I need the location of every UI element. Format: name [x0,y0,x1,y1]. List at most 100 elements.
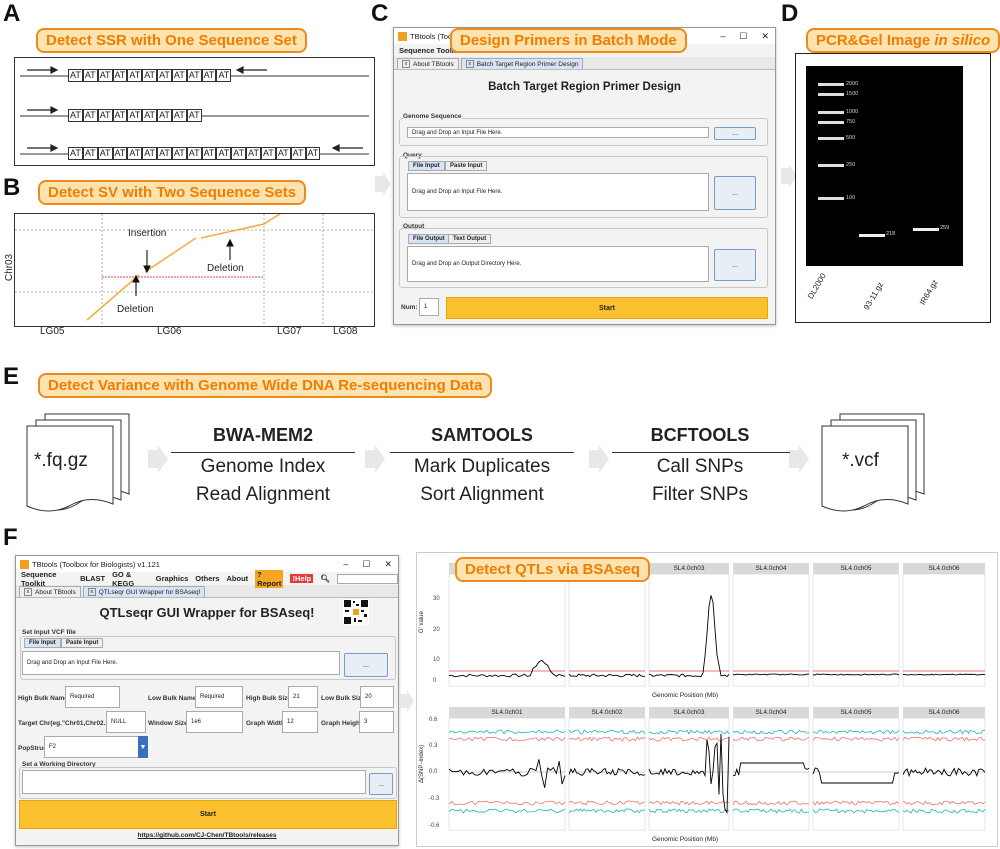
query-tab-paste-input[interactable]: Paste Input [445,161,488,171]
g-prime-series [568,673,646,678]
query-input[interactable]: Drag and Drop an Input File Here. [407,173,709,211]
menu-go-kegg[interactable]: GO & KEGG [112,569,135,588]
start-button[interactable]: Start [446,297,768,319]
tab-qtlseqr[interactable]: x QTLseqr GUI Wrapper for BSAseq! [82,586,206,597]
close-tab-icon[interactable]: x [465,60,474,68]
workdir-browse-button[interactable]: ... [369,773,393,795]
close-button[interactable]: ✕ [384,558,392,569]
graph-height-input[interactable]: 3 [359,711,394,733]
facet-strip: SL4.0ch03 [649,707,729,718]
ladder-band [818,137,844,140]
delta-snp-index-series [812,767,900,784]
popstruc-select[interactable]: F2 [44,736,139,758]
sv-dotplot-svg [15,213,374,326]
search-icon[interactable]: 🔍︎ [320,574,330,583]
menu-blast[interactable]: BLAST [80,574,106,583]
vcf-browse-button[interactable]: ... [344,653,388,677]
maximize-button[interactable]: ☐ [739,30,748,41]
menu-others[interactable]: Others [195,574,220,583]
close-tab-icon[interactable]: x [402,60,410,68]
query-tab-file-input[interactable]: File Input [408,161,445,171]
output-browse-button[interactable]: ... [714,249,756,281]
chevron-down-icon[interactable]: ▼ [138,736,148,758]
vcf-input[interactable]: Drag and Drop an Input File Here. [22,651,340,675]
deletion-label-left: Deletion [117,304,154,315]
popstruc-label: PopStruc [18,745,47,752]
ci-upper-99-series [812,729,900,735]
vcf-tab-paste-input[interactable]: Paste Input [61,638,104,648]
ssr-repeat-unit: AT [97,147,113,160]
band-label: 218 [886,231,896,237]
ssr-repeat-unit: AT [290,147,306,160]
high-bulk-name-input[interactable]: Required [65,686,120,708]
menu-about[interactable]: About [226,574,249,583]
vcf-tab-file-input[interactable]: File Input [24,638,61,648]
tab-primer-design[interactable]: x Batch Target Region Primer Design [460,58,584,69]
search-input[interactable] [336,573,398,584]
g-prime-series [648,595,730,678]
menu-help[interactable]: !Help [290,574,314,583]
minimize-button[interactable]: – [720,30,726,41]
sv-x-label-lg08: LG08 [333,326,358,337]
low-bulk-size-input[interactable]: 20 [360,686,394,708]
panel-a-letter: A [3,0,21,27]
start-button[interactable]: Start [19,800,397,829]
menu-sequence-toolkit[interactable]: Sequence Toolkit [21,569,57,588]
tool-samtools: SAMTOOLS [431,425,533,445]
close-button[interactable]: ✕ [761,30,769,41]
output-tab-text-output[interactable]: Text Output [448,234,492,244]
tab-about-tbtools[interactable]: x About TBtools [19,586,81,597]
ci-upper-99-series [448,729,566,735]
close-tab-icon[interactable]: x [87,588,96,596]
facet-panel-top [648,573,730,687]
num-input[interactable]: 1 [419,298,439,316]
genome-browse-button[interactable]: ... [714,127,756,140]
field-label: Window Size [148,720,188,727]
ssr-repeat-unit: AT [112,109,128,122]
close-tab-icon[interactable]: x [24,588,32,596]
target-chr-input[interactable]: NULL [106,711,146,733]
ssr-repeat-unit: AT [142,147,158,160]
ssr-repeat-unit: AT [186,109,202,122]
ladder-band [818,111,844,114]
window-size-input[interactable]: 1e6 [186,711,243,733]
y-tick-label: 0.3 [429,743,438,749]
output-input[interactable]: Drag and Drop an Output Directory Here. [407,246,709,282]
num-label: Num: [401,304,418,311]
panel-f-tag: Detect QTLs via BSAseq [455,557,651,582]
qtlseqr-window: TBtools (Toolbox for Biologists) v1.121 … [15,555,399,846]
vcf-fieldset [20,636,396,680]
menu-sequence-toolkit[interactable]: Sequence Toolkit [399,46,461,55]
tool-samtools-step1: Mark Duplicates [413,456,551,477]
graph-width-input[interactable]: 12 [282,711,318,733]
panel-d-tag: PCR&Gel Image in silico [806,28,1000,53]
github-link[interactable]: https://github.com/CJ-Chen/TBtools/relea… [137,832,277,839]
minimize-button[interactable]: – [343,558,349,569]
menu-report[interactable]: ?Report [255,569,284,588]
facet-strip: SL4.0ch01 [449,707,565,718]
ssr-repeat-unit: AT [157,147,172,160]
menu-graphics[interactable]: Graphics [155,574,189,583]
flow-arrow-icon [589,445,609,473]
ladder-band [818,93,844,96]
x-axis-label-bottom: Genomic Position (Mb) [652,836,719,843]
high-bulk-size-input[interactable]: 21 [288,686,318,708]
y-tick-label: 0.0 [429,769,438,775]
low-bulk-name-input[interactable]: Required [195,686,243,708]
tab-about-tbtools[interactable]: x About TBtools [397,58,459,69]
field-label: High Bulk Name [18,695,68,702]
ssr-repeat-unit: AT [82,147,98,160]
query-label: Query [403,152,422,159]
tool-bwa-step2: Read Alignment [195,484,331,505]
genome-input[interactable]: Drag and Drop an Input File Here. [407,127,709,138]
tool-bwa-mem2: BWA-MEM2 [213,425,313,445]
workdir-input[interactable] [22,770,366,794]
output-tab-file-output[interactable]: File Output [408,234,450,244]
ladder-band [818,164,844,167]
sv-x-label-lg07: LG07 [277,326,302,337]
ci-upper-99-series [902,729,986,735]
page-title: Batch Target Region Primer Design [488,81,681,93]
maximize-button[interactable]: ☐ [362,558,371,569]
query-browse-button[interactable]: ... [714,176,756,210]
